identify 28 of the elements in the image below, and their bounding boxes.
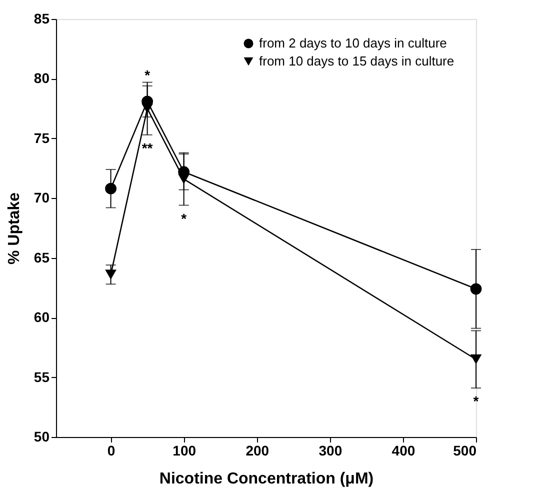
legend-label: from 2 days to 10 days in culture bbox=[259, 36, 447, 50]
y-tick-label: 80 bbox=[34, 70, 50, 86]
x-axis-title: Nicotine Concentration (μM) bbox=[159, 470, 374, 488]
x-tick-label: 300 bbox=[318, 442, 342, 458]
annotation: * bbox=[144, 66, 151, 83]
point bbox=[142, 104, 154, 114]
x-tick-label: 500 bbox=[453, 442, 477, 458]
point bbox=[105, 270, 116, 280]
point bbox=[178, 174, 190, 184]
y-tick-label: 50 bbox=[34, 428, 50, 444]
point bbox=[470, 283, 482, 295]
point bbox=[105, 182, 116, 194]
x-tick-label: 400 bbox=[392, 442, 416, 458]
y-tick-label: 55 bbox=[34, 368, 50, 385]
point bbox=[470, 354, 482, 364]
annotation: * bbox=[181, 210, 188, 226]
annotation: ** bbox=[142, 140, 154, 156]
y-tick-label: 65 bbox=[34, 249, 50, 266]
y-axis-title: % Uptake bbox=[6, 192, 23, 265]
annotation: * bbox=[473, 393, 480, 410]
y-tick-label: 70 bbox=[34, 190, 50, 206]
x-tick-label: 100 bbox=[172, 442, 196, 458]
y-tick-label: 85 bbox=[34, 10, 50, 26]
x-tick-label: 0 bbox=[107, 442, 116, 458]
y-tick-label: 75 bbox=[34, 130, 50, 146]
x-tick-label: 200 bbox=[246, 442, 270, 458]
legend-label: from 10 days to 15 days in culture bbox=[259, 54, 454, 68]
y-tick-label: 60 bbox=[34, 309, 50, 326]
